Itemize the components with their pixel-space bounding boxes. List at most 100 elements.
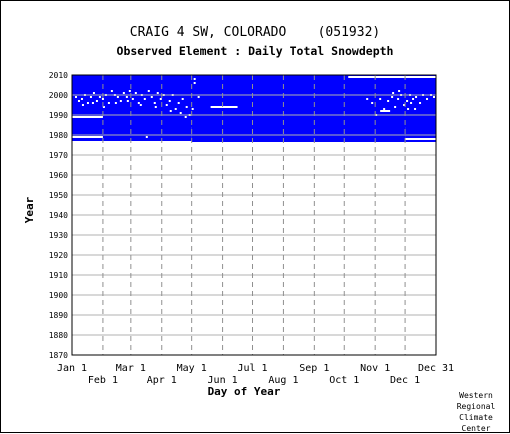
missing-point <box>179 112 182 114</box>
missing-point <box>191 108 194 110</box>
missing-point <box>80 98 83 100</box>
y-tick-label: 1960 <box>49 171 68 180</box>
x-tick-label: May 1 <box>177 363 207 374</box>
missing-point <box>392 92 395 94</box>
x-tick-label: Sep 1 <box>299 363 329 374</box>
credit-line: Climate <box>459 413 493 422</box>
missing-point <box>174 108 177 110</box>
x-tick-label: Apr 1 <box>147 375 177 386</box>
missing-point <box>77 100 80 102</box>
missing-point <box>377 76 380 78</box>
credit-block: Western Regional Climate Center <box>452 390 500 434</box>
x-tick-label: Jan 1 <box>57 363 87 374</box>
y-tick-label: 2010 <box>49 71 68 80</box>
credit-line: Western <box>459 391 493 400</box>
missing-point <box>401 76 404 78</box>
missing-segment <box>405 138 436 140</box>
missing-point <box>159 98 162 100</box>
y-tick-label: 1940 <box>49 211 68 220</box>
missing-point <box>147 90 150 92</box>
missing-point <box>95 100 98 102</box>
x-tick-label: Nov 1 <box>360 363 390 374</box>
missing-point <box>156 92 159 94</box>
missing-point <box>169 110 172 112</box>
missing-segment <box>380 110 391 112</box>
missing-point <box>412 98 415 100</box>
missing-point <box>168 100 171 102</box>
missing-point <box>185 106 188 108</box>
y-tick-label: 1920 <box>49 251 68 260</box>
missing-point <box>409 76 412 78</box>
y-tick-label: 1950 <box>49 191 68 200</box>
missing-point <box>165 104 168 106</box>
y-tick-label: 1900 <box>49 291 68 300</box>
x-tick-label: Aug 1 <box>268 375 298 386</box>
missing-point <box>126 100 129 102</box>
missing-point <box>101 98 104 100</box>
y-tick-label: 1970 <box>49 151 68 160</box>
missing-point <box>125 96 128 98</box>
missing-point <box>193 82 196 84</box>
y-tick-label: 1980 <box>49 131 68 140</box>
missing-point <box>181 98 184 100</box>
missing-point <box>403 104 406 106</box>
missing-point <box>107 102 110 104</box>
y-tick-label: 1910 <box>49 271 68 280</box>
missing-point <box>193 78 196 80</box>
y-tick-label: 1930 <box>49 231 68 240</box>
missing-point <box>361 76 364 78</box>
missing-segment <box>210 106 238 108</box>
y-tick-label: 2000 <box>49 91 68 100</box>
missing-point <box>433 96 436 98</box>
missing-point <box>398 90 401 92</box>
missing-point <box>91 102 94 104</box>
missing-point <box>128 90 131 92</box>
x-tick-label: Dec 31 <box>418 363 454 374</box>
x-tick-label: Mar 1 <box>116 363 146 374</box>
missing-point <box>414 108 417 110</box>
missing-point <box>116 96 119 98</box>
plot-border <box>71 74 437 356</box>
missing-point <box>387 100 390 102</box>
credit-line: Regional <box>456 402 496 411</box>
missing-point <box>114 102 117 104</box>
missing-point <box>74 96 77 98</box>
x-tick-label: Dec 1 <box>390 375 420 386</box>
missing-point <box>425 76 428 78</box>
missing-point <box>137 102 140 104</box>
missing-point <box>145 136 148 138</box>
missing-point <box>379 98 382 100</box>
missing-point <box>150 96 153 98</box>
y-tick-label: 1880 <box>49 331 68 340</box>
missing-point <box>391 96 394 98</box>
missing-point <box>197 96 200 98</box>
missing-segment <box>348 76 436 78</box>
x-tick-label: Jun 1 <box>208 375 238 386</box>
observed-data-block <box>72 127 192 141</box>
missing-point <box>153 102 156 104</box>
missing-segment <box>72 116 103 118</box>
missing-segment <box>72 136 103 138</box>
missing-point <box>426 98 429 100</box>
missing-point <box>431 76 434 78</box>
missing-point <box>122 92 125 94</box>
credit-line: Center <box>461 424 491 433</box>
missing-point <box>102 106 105 108</box>
y-tick-label: 1990 <box>49 111 68 120</box>
missing-point <box>385 76 388 78</box>
x-axis-title: Day of Year <box>208 385 281 398</box>
x-tick-label: Jul 1 <box>237 363 267 374</box>
missing-point <box>366 98 369 100</box>
y-tick-label: 1890 <box>49 311 68 320</box>
missing-point <box>89 96 92 98</box>
missing-point <box>81 104 84 106</box>
missing-point <box>143 98 146 100</box>
missing-point <box>353 76 356 78</box>
x-tick-label: Oct 1 <box>329 375 359 386</box>
missing-point <box>417 76 420 78</box>
missing-point <box>407 108 410 110</box>
missing-point <box>394 106 397 108</box>
missing-point <box>369 76 372 78</box>
missing-point <box>393 76 396 78</box>
